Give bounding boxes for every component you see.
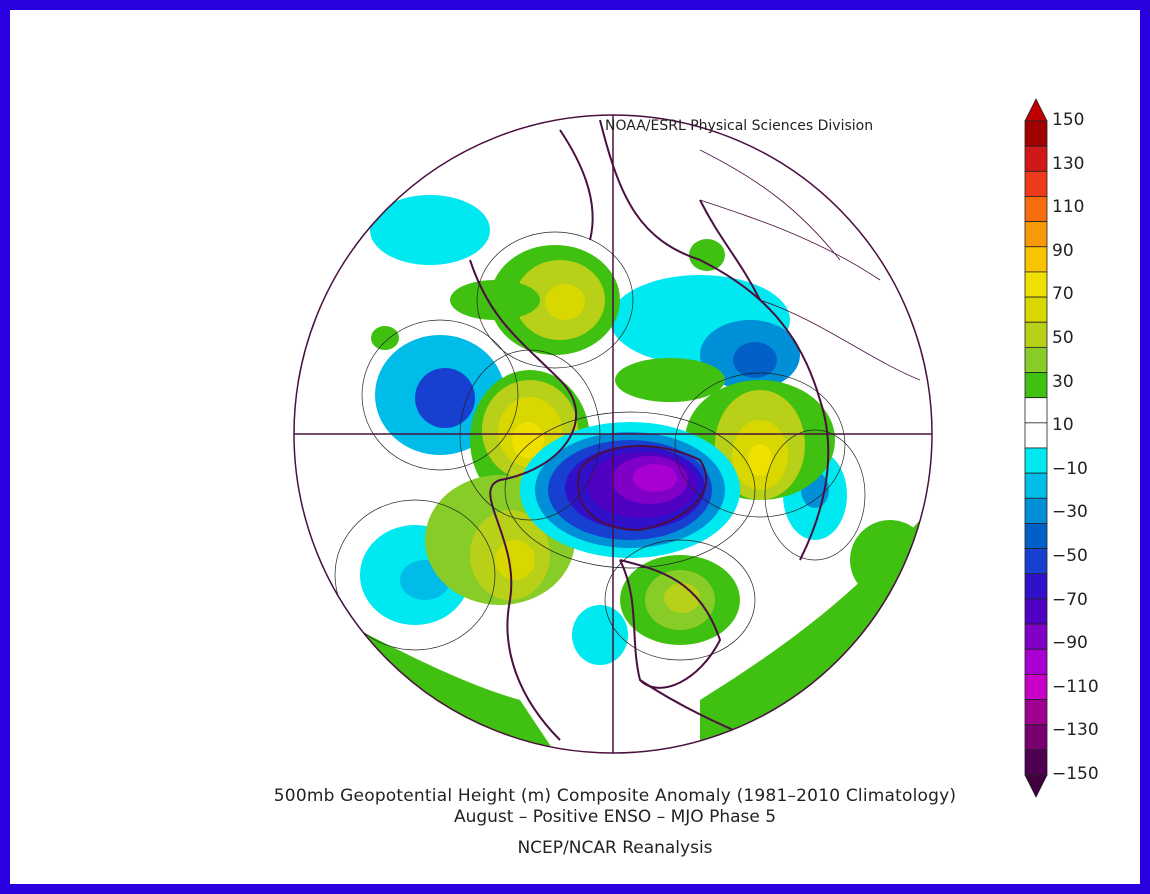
- colorbar-label: 50: [1052, 328, 1074, 348]
- colorbar-swatch: [1024, 598, 1048, 625]
- anomaly-region-cyan-s: [572, 605, 628, 665]
- colorbar-swatch: [1024, 296, 1048, 323]
- anomaly-region-green-far-east: [850, 520, 930, 600]
- colorbar-swatch: [1024, 523, 1048, 550]
- colorbar-swatch: [1024, 271, 1048, 298]
- colorbar-label: 90: [1052, 240, 1074, 261]
- colorbar-label: 150: [1052, 110, 1085, 130]
- colorbar-swatch: [1024, 372, 1048, 399]
- colorbar-label: −70: [1052, 589, 1088, 610]
- colorbar-label: −50: [1052, 546, 1088, 566]
- colorbar-label: −90: [1052, 633, 1088, 654]
- colorbar-label: 30: [1052, 371, 1074, 392]
- colorbar-swatch: [1024, 623, 1048, 650]
- colorbar-label: −10: [1052, 458, 1088, 479]
- colorbar-label: 130: [1052, 153, 1085, 174]
- map-subtitle: August – Positive ENSO – MJO Phase 5: [453, 807, 777, 827]
- colorbar-swatch: [1024, 246, 1048, 273]
- anomaly-region-cyan-nw: [370, 195, 490, 265]
- anomaly-region-blue-w: [415, 368, 475, 428]
- colorbar-swatch: [1024, 472, 1048, 499]
- colorbar-swatch: [1024, 120, 1048, 147]
- colorbar-swatch: [1024, 145, 1048, 172]
- colorbar-label: 70: [1052, 284, 1074, 305]
- colorbar-arrow-top: [1024, 98, 1048, 122]
- colorbar-swatch: [1024, 648, 1048, 675]
- anomaly-region-green-ne: [615, 358, 725, 402]
- colorbar-swatch: [1024, 170, 1048, 197]
- colorbar-swatch: [1024, 573, 1048, 600]
- colorbar-swatch: [1024, 321, 1048, 348]
- colorbar-swatch: [1024, 749, 1048, 776]
- colorbar-swatch: [1024, 699, 1048, 726]
- colorbar-label: 110: [1052, 197, 1085, 218]
- colorbar-label: 10: [1052, 415, 1074, 436]
- colorbar-swatch: [1024, 397, 1048, 424]
- colorbar-swatch: [1024, 196, 1048, 223]
- colorbar-swatch: [1024, 346, 1048, 373]
- colorbar-label: −130: [1052, 720, 1099, 741]
- colorbar: [1024, 98, 1048, 798]
- colorbar-label: −150: [1052, 764, 1099, 784]
- anomaly-region-green-nw: [450, 280, 540, 320]
- data-source-label: NCEP/NCAR Reanalysis: [517, 838, 713, 858]
- credit-label: NOAA/ESRL Physical Sciences Division: [605, 118, 874, 134]
- colorbar-swatch: [1024, 673, 1048, 700]
- colorbar-swatch: [1024, 497, 1048, 524]
- colorbar-swatch: [1024, 548, 1048, 575]
- colorbar-swatch: [1024, 221, 1048, 248]
- colorbar-swatch: [1024, 724, 1048, 751]
- colorbar-label: −110: [1052, 676, 1099, 697]
- colorbar-swatch: [1024, 422, 1048, 449]
- map-title: 500mb Geopotential Height (m) Composite …: [273, 786, 957, 806]
- colorbar-swatch: [1024, 447, 1048, 474]
- anomaly-region-green-small: [371, 326, 399, 350]
- colorbar-label: −30: [1052, 502, 1088, 523]
- colorbar-arrow-bottom: [1024, 774, 1048, 798]
